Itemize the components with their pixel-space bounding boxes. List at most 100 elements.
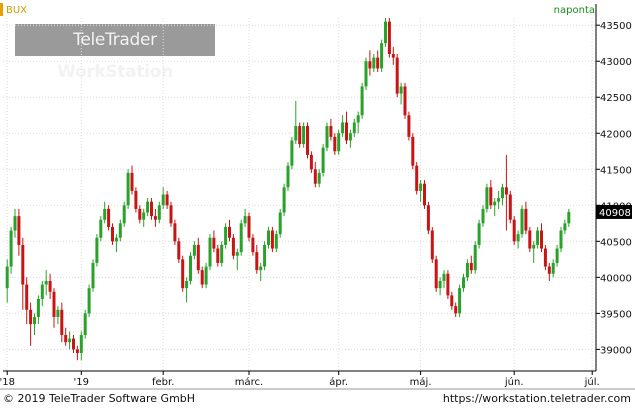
candle — [122, 201, 126, 227]
candle — [399, 82, 403, 105]
candle — [567, 208, 571, 227]
candle — [44, 270, 48, 296]
candle-body — [107, 208, 111, 227]
candle — [376, 50, 380, 73]
candle — [438, 277, 442, 296]
candle — [95, 234, 99, 267]
x-tick-label: máj. — [410, 376, 432, 388]
candle — [33, 313, 36, 335]
candle — [263, 241, 267, 271]
candle — [430, 226, 434, 263]
candle — [146, 198, 150, 217]
candle-body — [44, 280, 48, 285]
candle-body — [33, 316, 36, 325]
y-tick-label: 42000 — [600, 129, 632, 140]
candle-body — [48, 280, 52, 292]
candle — [423, 180, 426, 209]
candle — [348, 129, 352, 148]
candle — [395, 54, 399, 98]
candle-body — [352, 122, 356, 134]
candle — [559, 226, 563, 253]
candle — [481, 205, 485, 227]
candle-body — [477, 223, 481, 245]
candle-body — [563, 223, 567, 231]
candle-body — [185, 280, 189, 289]
candles — [5, 18, 571, 361]
candle — [555, 244, 559, 267]
candle-body — [520, 208, 524, 235]
candle — [380, 39, 384, 73]
candle — [204, 262, 208, 289]
candle — [29, 302, 33, 346]
candle-body — [103, 208, 107, 220]
candle — [504, 154, 508, 231]
candle — [259, 262, 263, 281]
candle-body — [290, 140, 294, 166]
candle-body — [114, 237, 118, 242]
candle-body — [25, 284, 29, 310]
candle-body — [372, 57, 376, 69]
candle-body — [282, 187, 286, 213]
candle — [9, 226, 13, 274]
candle — [543, 244, 547, 271]
candle-body — [208, 237, 212, 267]
candle-body — [200, 270, 204, 285]
candle-body — [189, 255, 192, 281]
candle-body — [493, 201, 497, 206]
x-tick-label: '18 — [0, 377, 15, 388]
candle — [212, 230, 216, 253]
candle-body — [485, 187, 489, 209]
candle-body — [348, 133, 352, 141]
candle — [415, 162, 419, 195]
candle-body — [29, 309, 33, 325]
candle — [282, 183, 286, 217]
candle — [309, 151, 313, 173]
candle-body — [302, 126, 306, 145]
candle-body — [52, 291, 56, 317]
candle — [200, 266, 204, 289]
candle-body — [384, 21, 387, 44]
candle-body — [438, 280, 442, 289]
candle-body — [368, 61, 372, 69]
candle — [60, 302, 64, 343]
candle — [426, 201, 430, 235]
candle-body — [192, 244, 196, 256]
candle-body — [547, 266, 551, 274]
candle-body — [555, 248, 559, 263]
candle — [454, 302, 458, 317]
candle-body — [83, 313, 87, 335]
candle-body — [165, 194, 169, 206]
candle-body — [407, 115, 411, 137]
candle — [189, 252, 192, 285]
candle-body — [267, 230, 270, 245]
candle — [192, 241, 196, 260]
footer-url[interactable]: https://workstation.teletrader.com — [442, 392, 631, 405]
candle — [485, 183, 489, 213]
candle-body — [95, 237, 99, 263]
candle-body — [21, 244, 25, 285]
candle-body — [173, 223, 177, 242]
candle-body — [399, 86, 403, 94]
candle-body — [528, 230, 532, 249]
candle — [313, 162, 317, 188]
candle-body — [446, 273, 450, 296]
candle — [208, 234, 212, 271]
candle-body — [458, 288, 462, 314]
candle — [161, 187, 165, 209]
candle-body — [255, 252, 259, 271]
candle — [364, 57, 368, 91]
candle-body — [72, 338, 75, 350]
candle-body — [540, 230, 543, 249]
candle-body — [524, 208, 528, 231]
candle-body — [259, 266, 263, 271]
candle — [150, 198, 153, 220]
frequency-label[interactable]: naponta — [553, 5, 595, 16]
candle — [387, 18, 391, 58]
candle — [72, 334, 75, 353]
candle — [87, 284, 91, 317]
candle-body — [270, 230, 274, 249]
candle-body — [356, 115, 360, 123]
candle — [501, 183, 504, 206]
y-tick-label: 40000 — [600, 273, 632, 284]
